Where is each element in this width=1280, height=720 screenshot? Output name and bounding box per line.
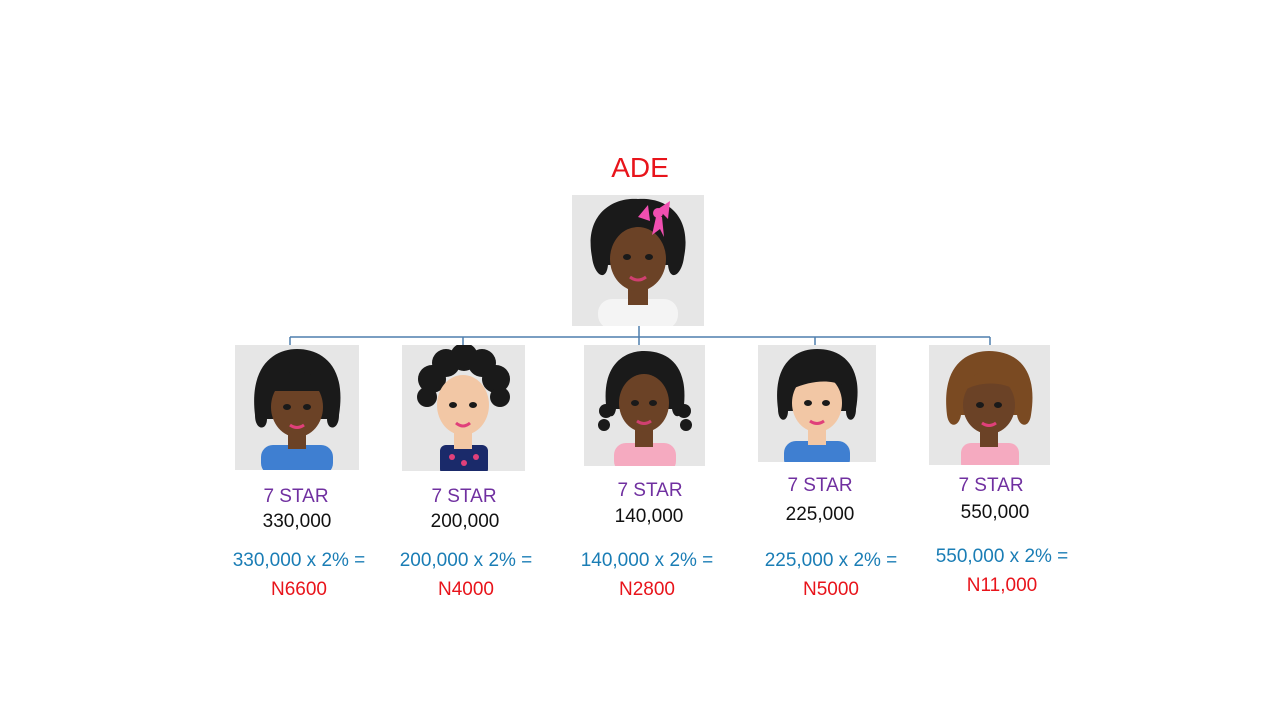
member-earning: N2800 xyxy=(619,579,675,600)
member-volume: 550,000 xyxy=(960,502,1030,523)
avatar-brown-hair-icon xyxy=(946,351,1033,465)
member-photo xyxy=(235,345,359,470)
member-commission-calc: 225,000 x 2% = xyxy=(764,550,898,571)
member-earning: N11,000 xyxy=(966,575,1038,596)
member-rank: 7 STAR xyxy=(431,486,497,507)
member-commission-calc: 140,000 x 2% = xyxy=(580,550,714,571)
member-rank: 7 STAR xyxy=(263,486,329,507)
member-earning: N4000 xyxy=(438,579,494,600)
member-photo xyxy=(758,345,876,462)
member-rank: 7 STAR xyxy=(958,475,1024,496)
member-commission-calc: 550,000 x 2% = xyxy=(935,546,1069,567)
member-volume: 225,000 xyxy=(785,504,855,525)
member-earning: N5000 xyxy=(803,579,859,600)
member-commission-calc: 330,000 x 2% = xyxy=(232,550,366,571)
member-volume: 330,000 xyxy=(262,511,332,532)
member-volume: 140,000 xyxy=(614,506,684,527)
member-volume: 200,000 xyxy=(430,511,500,532)
avatar-curls-pink-icon xyxy=(598,351,692,466)
member-commission-calc: 200,000 x 2% = xyxy=(399,550,533,571)
member-rank: 7 STAR xyxy=(787,475,853,496)
avatar-pink-bow-icon xyxy=(590,198,686,326)
member-rank: 7 STAR xyxy=(617,480,683,501)
member-photo xyxy=(929,345,1050,465)
member-photo xyxy=(584,345,705,466)
member-earning: N6600 xyxy=(271,579,327,600)
member-photo xyxy=(402,345,525,471)
root-name: ADE xyxy=(611,152,669,183)
avatar-bob-blue-icon xyxy=(254,349,341,470)
avatar-short-blue-icon xyxy=(777,349,858,462)
root-photo xyxy=(572,195,704,326)
avatar-curly-dots-icon xyxy=(417,345,510,471)
